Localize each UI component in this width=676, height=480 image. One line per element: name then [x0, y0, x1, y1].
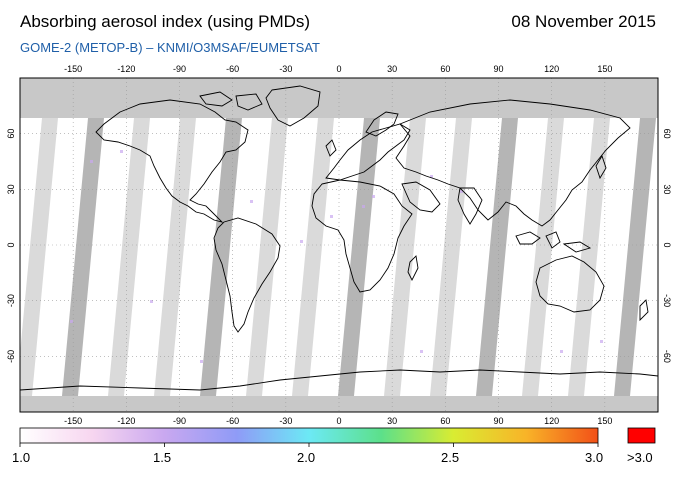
lon-tick-label: 60 — [440, 416, 450, 426]
aerosol-pixel — [372, 195, 375, 198]
aerosol-pixel — [150, 300, 153, 303]
colorbar-overflow-label: >3.0 — [627, 450, 653, 465]
aerosol-pixel — [70, 320, 73, 323]
lon-tick-label: -120 — [117, 64, 135, 74]
colorbar — [19, 427, 599, 444]
swath-gaps — [20, 118, 656, 396]
lon-tick-label: 150 — [597, 64, 612, 74]
longitude-ticks-top: -150 -120 -90 -60 -30 0 30 60 90 120 150 — [64, 64, 612, 74]
swath-gap — [522, 118, 564, 396]
lon-tick-label: -30 — [279, 64, 292, 74]
aerosol-pixel — [300, 240, 303, 243]
lat-tick-label: -30 — [6, 294, 16, 307]
lon-tick-label: -150 — [64, 64, 82, 74]
map-subtitle: GOME-2 (METOP-B) – KNMI/O3MSAF/EUMETSAT — [20, 40, 320, 55]
colorbar-overflow — [627, 427, 656, 444]
lat-tick-label: 60 — [6, 129, 16, 139]
longitude-ticks-bottom: -150 -120 -90 -60 -30 0 30 60 90 120 150 — [64, 416, 612, 426]
aerosol-pixel — [362, 205, 365, 208]
lon-tick-label: -120 — [117, 416, 135, 426]
lat-tick-label: 60 — [662, 129, 672, 139]
lon-tick-label: -60 — [226, 64, 239, 74]
lon-tick-label: -90 — [173, 64, 186, 74]
lon-tick-label: -60 — [226, 416, 239, 426]
lon-tick-label: 30 — [387, 64, 397, 74]
swath-gap — [568, 118, 610, 396]
lon-tick-label: 120 — [544, 416, 559, 426]
lat-tick-label: 30 — [6, 184, 16, 194]
swath-gap — [200, 118, 242, 396]
swath-gap — [154, 118, 196, 396]
lon-tick-label: -150 — [64, 416, 82, 426]
south-polar-no-data — [20, 396, 658, 412]
aerosol-pixel — [460, 190, 463, 193]
lat-tick-label: 0 — [6, 242, 16, 247]
swath-gap — [614, 118, 656, 396]
lat-tick-label: -60 — [6, 350, 16, 363]
latitude-ticks-right: 60 30 0 -30 -60 — [662, 129, 672, 363]
lon-tick-label: 90 — [493, 416, 503, 426]
swath-gap — [338, 118, 380, 396]
lon-tick-label: -30 — [279, 416, 292, 426]
lon-tick-label: 150 — [597, 416, 612, 426]
colorbar-ticks — [19, 443, 599, 447]
swath-gap — [108, 118, 150, 396]
lon-tick-label: 60 — [440, 64, 450, 74]
map-area — [20, 78, 658, 412]
colorbar-label-3: 2.0 — [297, 450, 316, 465]
lon-tick-label: 30 — [387, 416, 397, 426]
lat-tick-label: 30 — [662, 184, 672, 194]
lon-tick-label: 90 — [493, 64, 503, 74]
aerosol-pixel — [560, 350, 563, 353]
swath-gap — [476, 118, 518, 396]
lat-tick-label: -60 — [662, 350, 672, 363]
aerosol-pixel — [250, 200, 253, 203]
map-frame — [19, 77, 659, 413]
aerosol-pixels — [70, 150, 603, 363]
swath-gap — [62, 118, 104, 396]
aerosol-pixel — [600, 340, 603, 343]
lon-tick-label: 0 — [336, 416, 341, 426]
swath-gap — [430, 118, 472, 396]
lon-tick-label: 120 — [544, 64, 559, 74]
map-title: Absorbing aerosol index (using PMDs) — [20, 12, 311, 31]
colorbar-label-4: 2.5 — [441, 450, 460, 465]
swath-gap — [292, 118, 334, 396]
aerosol-pixel — [330, 215, 333, 218]
colorbar-label-5: 3.0 — [585, 450, 604, 465]
lon-tick-label: -90 — [173, 416, 186, 426]
swath-gap — [384, 118, 426, 396]
latitude-ticks-left: 60 30 0 -30 -60 — [6, 129, 16, 363]
aerosol-pixel — [200, 360, 203, 363]
coastlines — [20, 85, 658, 391]
aerosol-pixel — [420, 350, 423, 353]
aerosol-pixel — [430, 175, 433, 178]
lat-tick-label: -30 — [662, 294, 672, 307]
colorbar-label-1: 1.0 — [12, 450, 31, 465]
swath-gap — [246, 118, 288, 396]
lat-tick-label: 0 — [662, 242, 672, 247]
map-date: 08 November 2015 — [511, 12, 656, 31]
colorbar-label-2: 1.5 — [153, 450, 172, 465]
aerosol-pixel — [90, 160, 93, 163]
swath-gap — [20, 118, 58, 396]
aerosol-pixel — [120, 150, 123, 153]
lon-tick-label: 0 — [336, 64, 341, 74]
